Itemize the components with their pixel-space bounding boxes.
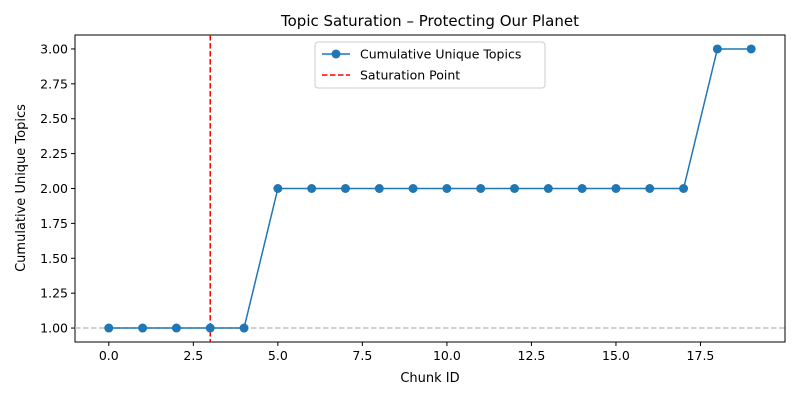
legend: Cumulative Unique Topics Saturation Poin… [314, 41, 546, 89]
data-point [442, 184, 452, 193]
chart-title: Topic Saturation – Protecting Our Planet [280, 12, 579, 30]
x-tick-label: 15.0 [602, 348, 630, 363]
x-tick-label: 2.5 [183, 348, 203, 363]
data-point [205, 323, 215, 333]
legend-label-saturation: Saturation Point [360, 68, 460, 83]
data-point [476, 184, 486, 193]
y-tick-label: 2.75 [40, 76, 68, 91]
x-axis-label: Chunk ID [400, 371, 459, 386]
x-tick-label: 7.5 [352, 348, 372, 363]
data-point [543, 184, 553, 193]
y-tick-label: 1.00 [40, 321, 68, 336]
data-point [712, 44, 722, 54]
x-tick-label: 12.5 [518, 348, 546, 363]
x-tick-label: 10.0 [433, 348, 461, 363]
y-tick-label: 2.50 [40, 111, 68, 126]
data-point [374, 184, 384, 193]
data-point [239, 323, 249, 333]
y-tick-label: 2.00 [40, 181, 68, 196]
data-point [679, 184, 689, 193]
data-point [645, 184, 655, 193]
y-tick-label: 1.25 [40, 286, 68, 301]
y-tick-label: 1.50 [40, 251, 68, 266]
data-point [746, 44, 756, 54]
x-tick-label: 0.0 [99, 348, 119, 363]
reference-lines [75, 35, 785, 342]
data-point [307, 184, 317, 193]
legend-marker-series [331, 49, 341, 59]
legend-box [314, 41, 546, 89]
legend-label-series: Cumulative Unique Topics [360, 47, 521, 62]
series-line [108, 48, 752, 329]
y-axis: 1.00 1.25 1.50 1.75 2.00 2.25 2.50 2.75 3.00 [40, 41, 75, 336]
x-tick-label: 5.0 [268, 348, 288, 363]
data-point [408, 184, 418, 193]
data-point [510, 184, 520, 193]
y-axis-label: Cumulative Unique Topics [14, 104, 29, 272]
data-point [273, 184, 283, 193]
data-point [138, 323, 148, 333]
series-layer [104, 44, 756, 333]
data-point [577, 184, 587, 193]
data-point [104, 323, 114, 333]
x-axis: 0.0 2.5 5.0 7.5 10.0 12.5 15.0 17.5 [99, 342, 715, 363]
y-tick-label: 3.00 [40, 41, 68, 56]
y-tick-label: 1.75 [40, 216, 68, 231]
data-point [171, 323, 181, 333]
x-tick-label: 17.5 [687, 348, 715, 363]
data-point [611, 184, 621, 193]
data-point [340, 184, 350, 193]
y-tick-label: 2.25 [40, 146, 68, 161]
